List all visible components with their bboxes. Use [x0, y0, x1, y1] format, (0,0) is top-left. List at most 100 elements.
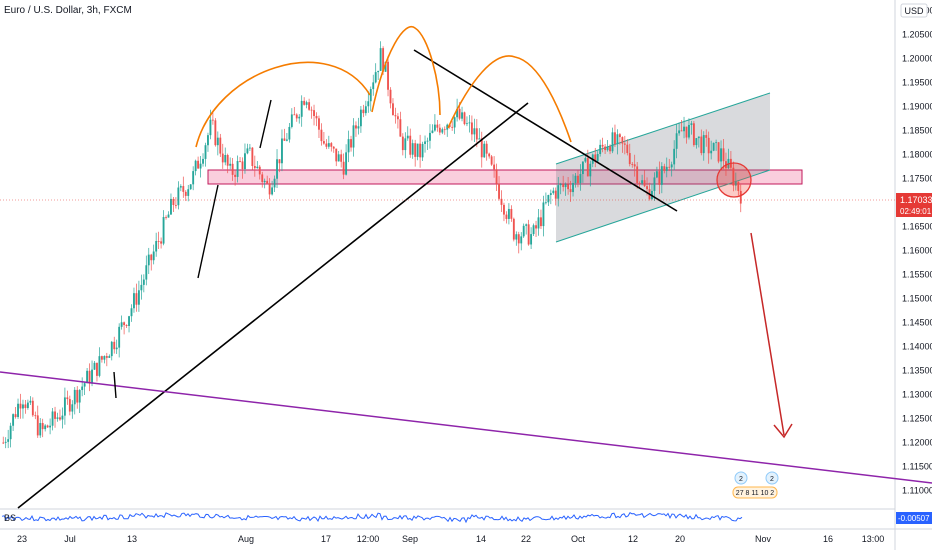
rising-channel[interactable]: [556, 93, 770, 242]
candle-body: [115, 347, 118, 350]
candle-body: [337, 154, 340, 162]
candle-body: [342, 161, 345, 175]
candle-body: [480, 138, 483, 158]
candle-body: [618, 134, 621, 138]
candle-body: [54, 411, 56, 419]
candle-body: [641, 180, 644, 184]
candle-body: [690, 123, 693, 125]
current-price-value: 1.17033: [900, 195, 932, 205]
candle-body: [98, 356, 101, 376]
candle-body: [601, 144, 604, 147]
candle-body: [473, 128, 476, 135]
candle-body: [187, 189, 190, 196]
candle-body: [416, 143, 419, 157]
candle-body: [211, 119, 214, 121]
price-tick-label: 1.19500: [902, 78, 932, 88]
candle-body: [685, 126, 688, 138]
candle-body: [308, 102, 311, 110]
candle-body: [596, 154, 599, 162]
candle-body: [493, 164, 496, 170]
candle-body: [209, 119, 212, 136]
candle-body: [135, 293, 138, 305]
price-tick-label: 1.14000: [902, 342, 932, 352]
candle-body: [451, 126, 454, 128]
candle-body: [155, 241, 158, 252]
right-shoulder-arc[interactable]: [447, 55, 572, 143]
time-axis[interactable]: 23 Jul 13 Aug 17 12:00 Sep 14 22 Oct 12 20 Nov 16 13:0…: [17, 534, 884, 544]
candle-body: [577, 175, 579, 183]
candle-body: [633, 164, 636, 167]
candle-body: [251, 147, 254, 166]
candle-body: [14, 414, 17, 418]
projection-arrow-line[interactable]: [750, 232, 785, 436]
candle-body: [350, 139, 352, 148]
candle-body: [120, 322, 123, 327]
head-arc[interactable]: [371, 25, 441, 116]
candle-body: [495, 169, 498, 184]
candle-body: [248, 147, 251, 149]
falling-trendline[interactable]: [413, 49, 678, 212]
indicator-value: -0.00507: [898, 514, 930, 523]
candle-body: [411, 143, 414, 155]
candle-body: [466, 123, 468, 125]
price-tick-label: 1.11000: [902, 486, 932, 496]
candle-body: [7, 439, 10, 442]
candle-body: [263, 180, 266, 183]
candle-body: [433, 124, 436, 131]
candle-body: [194, 160, 197, 172]
channel-bottom-line: [555, 169, 771, 243]
left-shoulder-arc[interactable]: [195, 61, 371, 148]
candle-body: [720, 148, 722, 162]
price-tick-label: 1.13000: [902, 390, 932, 400]
candle-body: [355, 125, 357, 129]
candle-body: [453, 117, 456, 128]
candle-body: [253, 165, 256, 169]
candle-body: [234, 174, 237, 177]
candle-body: [31, 400, 34, 416]
long-term-support-line[interactable]: [0, 371, 932, 484]
candle-body: [429, 132, 431, 141]
candle-body: [76, 389, 79, 403]
candle-body: [638, 182, 641, 184]
candle-body: [229, 163, 232, 166]
currency-button-label: USD: [904, 6, 924, 16]
rising-trendline[interactable]: [17, 102, 529, 509]
candle-body: [680, 130, 683, 132]
candle-body: [406, 135, 409, 139]
candle-body: [646, 186, 648, 190]
candle-body: [463, 112, 466, 125]
candle-body: [559, 184, 562, 186]
candle-body: [295, 114, 298, 119]
candle-body: [276, 159, 278, 179]
candle-body: [441, 129, 444, 133]
candle-body: [290, 114, 293, 127]
projection-arrow-head: [773, 423, 793, 439]
candle-body: [468, 122, 471, 124]
event-badge-top-2: 2: [770, 476, 774, 483]
candle-body: [399, 119, 402, 137]
currency-button[interactable]: [900, 3, 928, 18]
breakdown-circle[interactable]: [716, 162, 752, 198]
candle-body: [485, 143, 488, 154]
candle-body: [675, 133, 678, 149]
candle-body: [470, 122, 473, 135]
candle-body: [300, 100, 303, 117]
candle-body: [510, 208, 513, 219]
candle-body: [340, 154, 343, 162]
candle-body: [589, 163, 592, 177]
candle-body: [392, 103, 394, 116]
price-axis[interactable]: 1.210001.205001.200001.195001.190001.185…: [902, 6, 932, 496]
candle-body: [199, 163, 202, 169]
candle-body: [359, 109, 362, 127]
candle-body: [542, 202, 545, 227]
candle-body: [71, 404, 74, 412]
event-badges[interactable]: 2 2 27 8 11 10 2: [732, 471, 779, 499]
candle-body: [320, 129, 323, 142]
candle-body: [367, 101, 370, 107]
candle-body: [162, 217, 165, 244]
candle-body: [123, 322, 126, 326]
candle-body: [421, 143, 424, 158]
candle-body: [130, 308, 133, 317]
candle-body: [298, 116, 301, 119]
